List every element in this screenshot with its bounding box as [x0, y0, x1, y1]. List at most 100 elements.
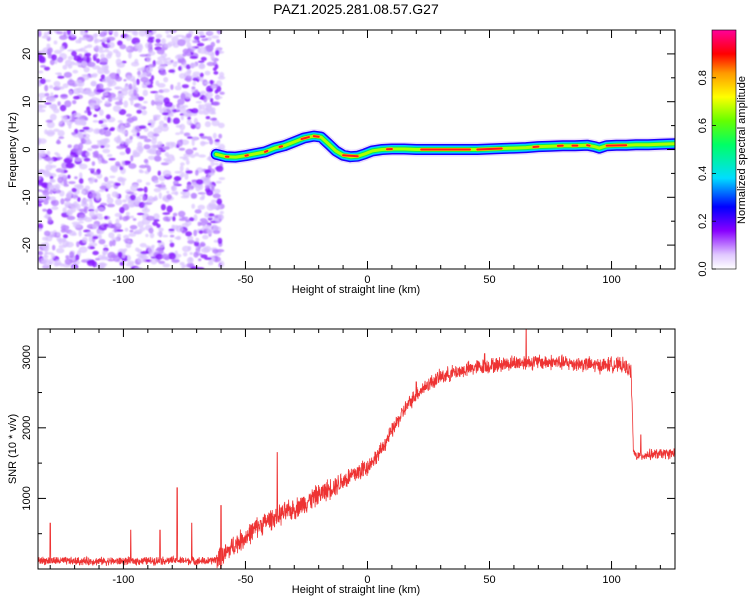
noise-blob: [190, 192, 197, 199]
noise-blob: [87, 147, 93, 152]
noise-blob: [44, 247, 48, 254]
noise-blob: [131, 30, 137, 35]
noise-blob: [178, 218, 187, 221]
noise-blob: [153, 219, 160, 222]
noise-blob: [141, 110, 148, 116]
noise-blob: [139, 164, 147, 169]
noise-blob: [100, 53, 105, 59]
noise-blob: [215, 96, 223, 100]
noise-blob: [204, 121, 211, 128]
noise-blob: [47, 48, 51, 56]
noise-blob: [80, 30, 84, 35]
noise-blob: [73, 55, 82, 61]
noise-blob: [83, 198, 92, 202]
noise-blob: [159, 64, 167, 68]
noise-blob: [192, 81, 197, 86]
noise-blob: [95, 194, 101, 201]
noise-blob: [177, 98, 185, 105]
noise-blob: [94, 213, 103, 217]
noise-blob: [97, 83, 104, 90]
noise-blob: [169, 242, 175, 248]
noise-blob: [133, 89, 137, 96]
noise-region: [38, 30, 226, 269]
noise-blob: [207, 165, 212, 171]
noise-blob: [185, 64, 191, 70]
noise-blob: [162, 170, 172, 177]
snr-line: [38, 329, 675, 569]
noise-blob: [198, 154, 207, 158]
noise-blob: [44, 66, 50, 71]
noise-blob: [206, 61, 215, 67]
noise-blob: [88, 177, 96, 183]
noise-blob: [140, 251, 149, 255]
noise-blob: [41, 35, 50, 39]
noise-blob: [71, 221, 80, 225]
noise-blob: [97, 67, 105, 75]
noise-blob: [154, 43, 163, 47]
noise-blob: [193, 241, 200, 247]
noise-blob: [114, 182, 121, 187]
noise-blob: [44, 102, 52, 105]
noise-blob: [157, 170, 161, 176]
noise-blob: [189, 55, 198, 59]
noise-blob: [207, 31, 214, 35]
snr-ylabel: SNR (10 * v/v): [7, 414, 19, 484]
noise-blob: [106, 197, 114, 204]
noise-blob: [207, 213, 215, 217]
noise-blob: [147, 155, 156, 160]
noise-blob: [138, 104, 144, 110]
noise-blob: [197, 192, 206, 195]
noise-blob: [187, 235, 194, 241]
noise-blob: [204, 211, 210, 218]
noise-blob: [148, 36, 155, 40]
noise-blob: [99, 109, 104, 116]
colorbar: 0.0 0.2 0.4 0.6 0.8 Normalized spectral ampl…: [697, 29, 748, 277]
noise-blob: [92, 151, 98, 156]
noise-blob: [154, 180, 159, 183]
noise-blob: [72, 192, 78, 200]
snr-frame: [37, 328, 676, 570]
noise-blob: [212, 132, 217, 139]
noise-blob: [92, 250, 99, 256]
noise-blob: [111, 97, 116, 101]
noise-blob: [38, 50, 46, 55]
noise-blob: [193, 214, 198, 222]
noise-blob: [75, 148, 83, 156]
noise-blob: [134, 230, 142, 235]
noise-blob: [164, 43, 172, 48]
noise-blob: [49, 113, 57, 121]
noise-blob: [203, 96, 208, 103]
noise-blob: [125, 211, 130, 216]
noise-blob: [80, 137, 85, 145]
x-tick-label: 0: [364, 274, 370, 286]
signal-hotspot-core: [342, 154, 359, 158]
noise-blob: [54, 152, 59, 156]
noise-blob: [121, 257, 128, 262]
noise-blob: [156, 48, 165, 55]
noise-blob: [200, 141, 209, 145]
noise-blob: [194, 90, 198, 95]
noise-blob: [163, 77, 169, 83]
noise-blob: [187, 70, 191, 77]
x-tick-label: 100: [602, 574, 620, 586]
noise-blob: [185, 220, 192, 226]
noise-blob: [170, 59, 174, 63]
noise-blob: [110, 184, 115, 188]
noise-blob: [206, 189, 214, 196]
noise-blob: [190, 74, 198, 79]
noise-blob: [94, 208, 99, 213]
noise-blob: [187, 116, 191, 121]
noise-blob: [73, 88, 81, 95]
noise-blob: [134, 42, 143, 49]
noise-blob: [146, 198, 155, 204]
noise-blob: [175, 54, 182, 60]
noise-blob: [195, 169, 199, 176]
noise-blob: [82, 236, 88, 244]
noise-blob: [162, 234, 169, 238]
noise-blob: [38, 92, 47, 98]
noise-blob: [66, 30, 71, 36]
noise-blob: [172, 216, 176, 222]
noise-blob: [42, 190, 50, 196]
